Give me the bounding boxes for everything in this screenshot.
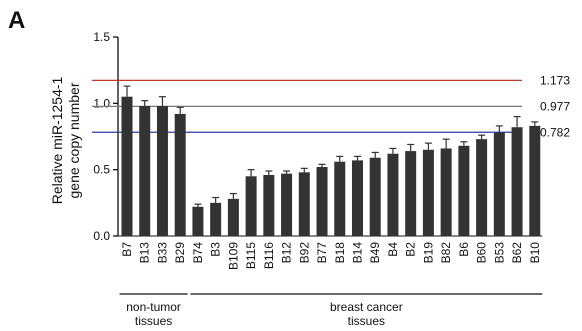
category-label: B7 [120,242,134,257]
bar [263,174,275,236]
bar [210,202,222,236]
category-label: B13 [138,242,152,264]
bar [387,153,399,236]
category-label: B62 [510,242,524,264]
bar [245,176,257,236]
bar [351,160,363,236]
category-label: B60 [475,242,489,264]
category-label: B10 [528,242,542,264]
y-tick-label: 0.0 [93,229,110,243]
category-label: B109 [226,242,240,270]
bar [334,161,346,236]
category-label: B49 [368,242,382,264]
category-label: B29 [173,242,187,264]
bar [192,206,204,236]
reference-line-label: 1.173 [540,73,570,87]
bar [156,105,168,236]
bar [174,113,186,236]
bar [511,127,523,236]
bar [529,125,541,236]
category-label: B82 [439,242,453,264]
bar [476,139,488,236]
bar [458,145,470,236]
category-label: B74 [191,242,205,264]
category-label: B116 [262,242,276,269]
category-label: B53 [492,242,506,264]
category-label: B2 [404,242,418,257]
panel-label: A [8,7,25,34]
y-axis-title-line: Relative miR-1254-1 [49,76,65,204]
bar [493,132,505,236]
bar [405,151,417,236]
category-label: B4 [386,242,400,257]
reference-line-label: 0.977 [540,99,570,113]
bar [440,148,452,236]
category-label: B12 [280,242,294,264]
category-label: B18 [333,242,347,264]
category-label: B33 [155,242,169,264]
category-labels: B7 B13 B33 B29 B74 B3 B109 B115 B116 B12 B92 B77 B18… [120,242,542,270]
bars [121,85,541,236]
bar [369,157,381,236]
category-label: B77 [315,242,329,264]
bar [121,96,133,236]
y-axis-title-line: gene copy number [66,82,82,198]
bar [422,149,434,236]
bar [139,105,151,236]
category-label: B14 [350,242,364,264]
reference-line-label: 0.782 [540,125,570,139]
category-label: B6 [457,242,471,257]
y-tick-label: 1.0 [93,96,110,110]
group-label: tissues [348,314,385,328]
category-label: B3 [209,242,223,257]
y-tick-label: 1.5 [93,30,110,44]
category-label: B19 [421,242,435,264]
category-label: B92 [297,242,311,264]
group-label: breast cancer [330,300,403,314]
axis-layer: 0.0 0.5 1.0 1.5 Relative miR-1254-1gene copy… [49,30,543,243]
category-label: B115 [244,242,258,269]
group-label: tissues [135,314,172,328]
y-tick-label: 0.5 [93,163,110,177]
group-label: non-tumor [126,300,181,314]
bar [316,167,328,236]
bar [227,198,239,236]
bar [298,172,310,236]
bar [281,173,293,236]
y-axis-title: Relative miR-1254-1gene copy number [49,76,82,204]
